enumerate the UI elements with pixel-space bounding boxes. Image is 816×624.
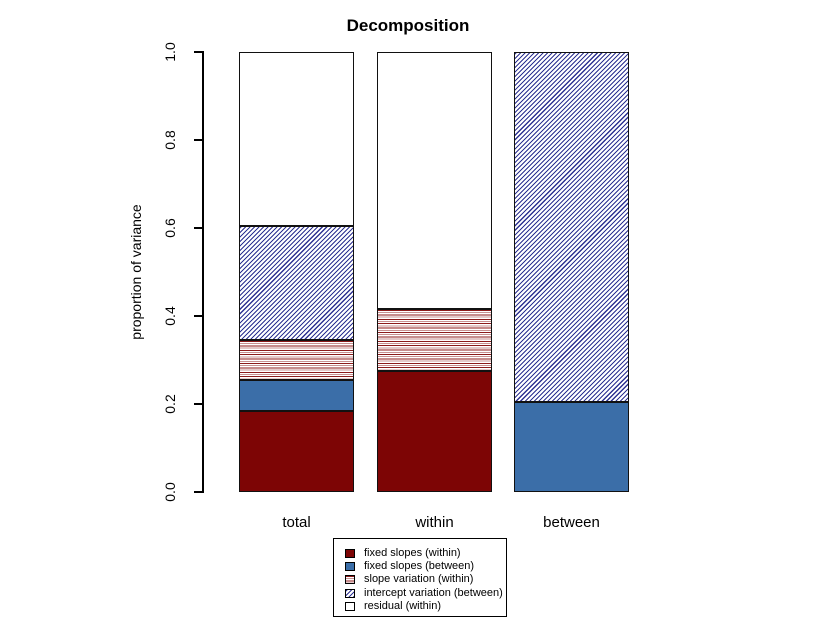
segment-fixed_between-between <box>514 401 629 492</box>
segment-fixed_within-total <box>239 410 354 492</box>
legend-label: fixed slopes (between) <box>364 560 475 573</box>
legend-swatch-intercept_var <box>345 588 355 598</box>
x-axis-label-within: within <box>415 514 454 531</box>
y-tick <box>194 227 202 229</box>
legend-item: fixed slopes (between) <box>345 560 506 573</box>
legend-item: fixed slopes (within) <box>345 547 506 560</box>
segment-fixed_within-within <box>377 371 492 492</box>
legend-label: residual (within) <box>364 599 442 612</box>
legend-swatch-fixed_within <box>345 549 355 559</box>
chart-title: Decomposition <box>346 16 470 35</box>
y-tick <box>194 51 202 53</box>
bar-total <box>239 52 354 492</box>
legend-item: slope variation (within) <box>345 573 506 586</box>
y-tick-label: 0.0 <box>162 482 178 502</box>
y-tick-label: 1.0 <box>162 42 178 62</box>
legend-label: intercept variation (between) <box>364 586 503 599</box>
legend-item: residual (within) <box>345 600 506 613</box>
y-axis-label: proportion of variance <box>128 204 144 340</box>
y-tick-label: 0.2 <box>162 394 178 414</box>
y-tick-label: 0.4 <box>162 306 178 326</box>
bar-within <box>377 52 492 492</box>
x-axis-label-total: total <box>282 514 311 531</box>
y-tick-label: 0.6 <box>162 218 178 238</box>
legend-label: slope variation (within) <box>364 573 474 586</box>
legend-box: fixed slopes (within) fixed slopes (betwe… <box>333 538 507 617</box>
segment-intercept_var-between <box>514 52 629 402</box>
y-tick <box>194 491 202 493</box>
y-tick-label: 0.8 <box>162 130 178 150</box>
y-tick <box>194 315 202 317</box>
y-tick <box>194 403 202 405</box>
segment-residual-total <box>239 52 354 226</box>
segment-fixed_between-total <box>239 379 354 411</box>
legend-item: intercept variation (between) <box>345 587 506 600</box>
y-axis-line <box>202 51 204 493</box>
legend-swatch-slope_var <box>345 575 355 585</box>
segment-slope_var-within <box>377 309 492 371</box>
legend-rows: fixed slopes (within) fixed slopes (betwe… <box>345 547 506 613</box>
segment-intercept_var-total <box>239 225 354 341</box>
bar-between <box>514 52 629 492</box>
legend-swatch-fixed_between <box>345 562 355 572</box>
y-tick <box>194 139 202 141</box>
segment-slope_var-total <box>239 340 354 380</box>
legend-swatch-residual <box>345 601 355 611</box>
legend-label: fixed slopes (within) <box>364 547 461 560</box>
segment-residual-within <box>377 52 492 310</box>
x-axis-label-between: between <box>543 514 600 531</box>
